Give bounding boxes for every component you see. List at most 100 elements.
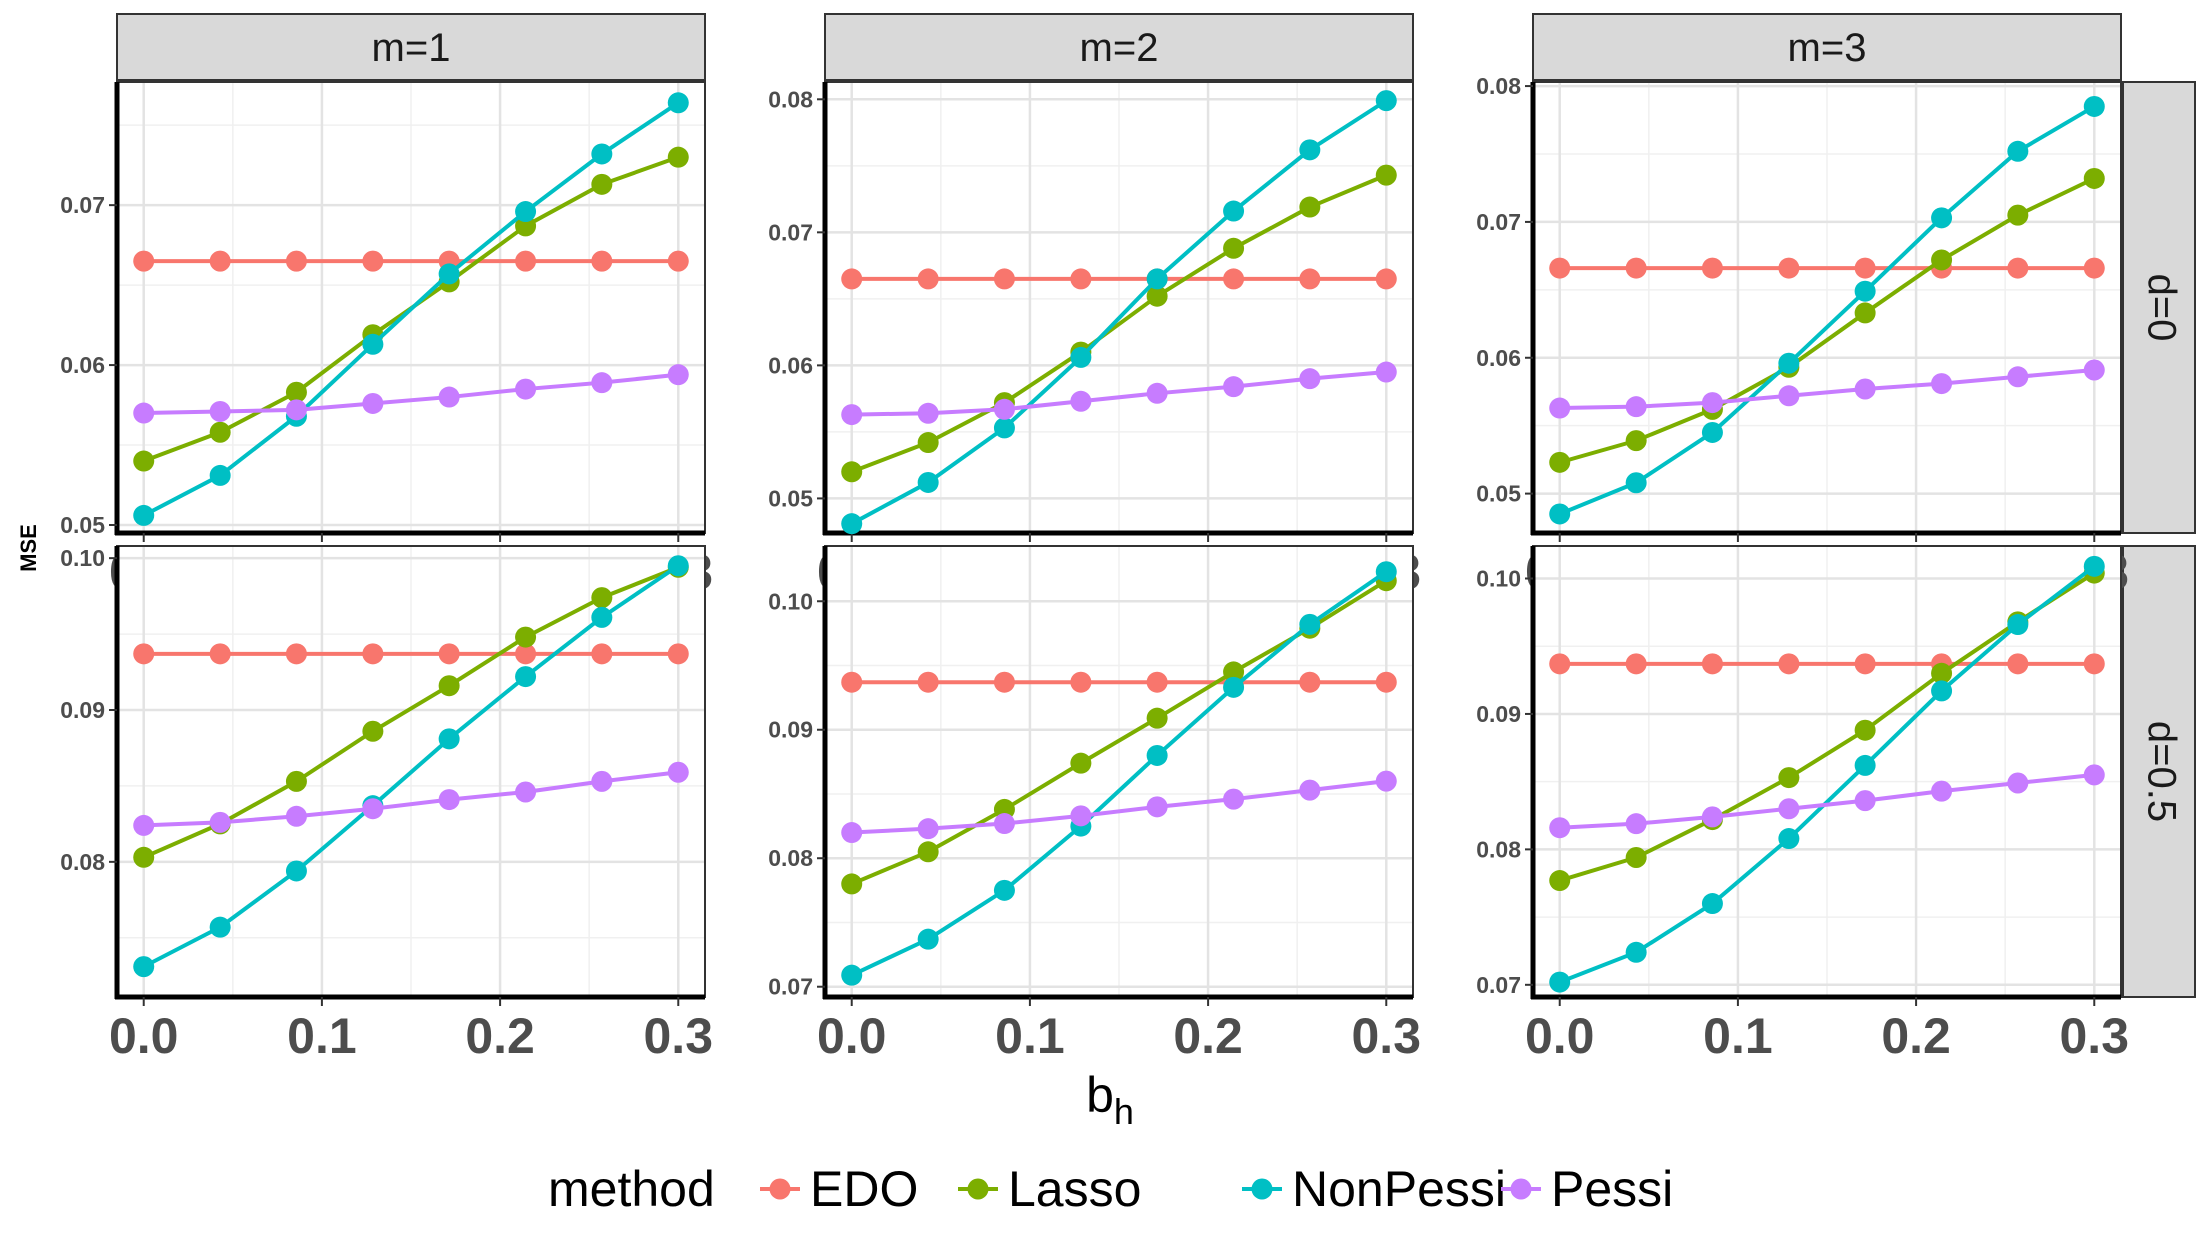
data-point [917, 402, 939, 424]
data-point [1375, 671, 1397, 693]
data-point [362, 720, 384, 742]
data-point [1070, 268, 1092, 290]
facet-strip-background [1532, 13, 2122, 81]
data-point [438, 263, 460, 285]
data-point [917, 432, 939, 454]
legend-label: NonPessi [1292, 1161, 1506, 1217]
data-point [133, 956, 155, 978]
y-tick-label: 0.08 [1476, 836, 1521, 862]
legend-key-point [1510, 1178, 1532, 1200]
data-point [1931, 680, 1953, 702]
series-line [142, 565, 680, 860]
data-point [1070, 805, 1092, 827]
series-line [1559, 176, 2096, 465]
data-point [1223, 237, 1245, 259]
data-point [285, 805, 307, 827]
series-line [851, 779, 1387, 835]
data-point [1778, 767, 1800, 789]
data-point [209, 464, 231, 486]
series-line [851, 173, 1388, 474]
data-point [285, 399, 307, 421]
data-point [285, 770, 307, 792]
legend-item-lasso: Lasso [958, 1161, 1141, 1217]
data-point [1299, 613, 1321, 635]
facet-strip-m-3: m=3 [1532, 13, 2122, 81]
data-point [1854, 280, 1876, 302]
data-point [1375, 770, 1397, 792]
data-point [591, 643, 613, 665]
facet-strip-m-1: m=1 [116, 13, 706, 81]
series-line [1558, 104, 2096, 516]
data-point [1549, 503, 1571, 525]
data-point [438, 789, 460, 811]
data-point [1299, 368, 1321, 390]
data-point [917, 268, 939, 290]
data-point [1299, 139, 1321, 161]
data-point [993, 268, 1015, 290]
y-tick-label: 0.10 [60, 545, 105, 571]
row-strip-background [2122, 81, 2196, 534]
data-point [1223, 376, 1245, 398]
facet-strip-label: m=2 [1080, 26, 1159, 70]
data-point [1223, 788, 1245, 810]
data-point [1854, 302, 1876, 324]
data-point [515, 643, 537, 665]
data-point [841, 822, 863, 844]
data-point [362, 250, 384, 272]
data-point [1625, 813, 1647, 835]
data-point [515, 378, 537, 400]
series-pessi [841, 770, 1397, 844]
x-tick-label: 0.0 [109, 1008, 179, 1064]
y-tick-label: 0.06 [60, 352, 105, 378]
data-point [133, 450, 155, 472]
row-strip-label: d=0 [2139, 274, 2183, 342]
y-tick-label: 0.05 [768, 485, 813, 511]
row-strip-d-0: d=0 [2122, 81, 2196, 534]
data-point [1625, 653, 1647, 675]
data-point [1549, 817, 1571, 839]
data-point [2083, 257, 2105, 279]
legend-key-point [967, 1178, 989, 1200]
data-point [1854, 719, 1876, 741]
data-point [1375, 164, 1397, 186]
data-point [1299, 196, 1321, 218]
data-point [2083, 653, 2105, 675]
legend-item-edo: EDO [760, 1161, 918, 1217]
data-point [209, 811, 231, 833]
data-point [1299, 779, 1321, 801]
data-point [1701, 806, 1723, 828]
data-point [591, 587, 613, 609]
data-point [917, 471, 939, 493]
data-point [438, 728, 460, 750]
data-point [667, 92, 689, 114]
data-point [1854, 378, 1876, 400]
data-point [438, 675, 460, 697]
series-line [142, 564, 680, 969]
data-point [2083, 555, 2105, 577]
data-point [362, 333, 384, 355]
series-nonpessi [841, 90, 1397, 535]
data-point [1223, 661, 1245, 683]
data-point [1778, 828, 1800, 850]
data-point [841, 671, 863, 693]
x-axis-title-subscript: h [1114, 1091, 1134, 1132]
data-point [362, 798, 384, 820]
data-point [285, 250, 307, 272]
data-point [362, 643, 384, 665]
data-point [917, 841, 939, 863]
data-point [1223, 676, 1245, 698]
data-point [285, 643, 307, 665]
series-line [1559, 367, 2095, 411]
legend-key-point [1251, 1178, 1273, 1200]
data-point [1625, 941, 1647, 963]
series-line [142, 101, 680, 518]
x-axis-title-main: b [1086, 1067, 1114, 1123]
series-edo [1549, 257, 2105, 279]
data-point [1146, 268, 1168, 290]
row-strip-background [2122, 545, 2196, 998]
panel-m-3-d-0-5: 0.07 0.08 0.09 0.10 0.0 0.1 0.2 0.3 [1476, 545, 2129, 1064]
series-edo [133, 643, 689, 665]
series-line [143, 770, 679, 828]
data-point [1625, 847, 1647, 869]
data-point [993, 398, 1015, 420]
